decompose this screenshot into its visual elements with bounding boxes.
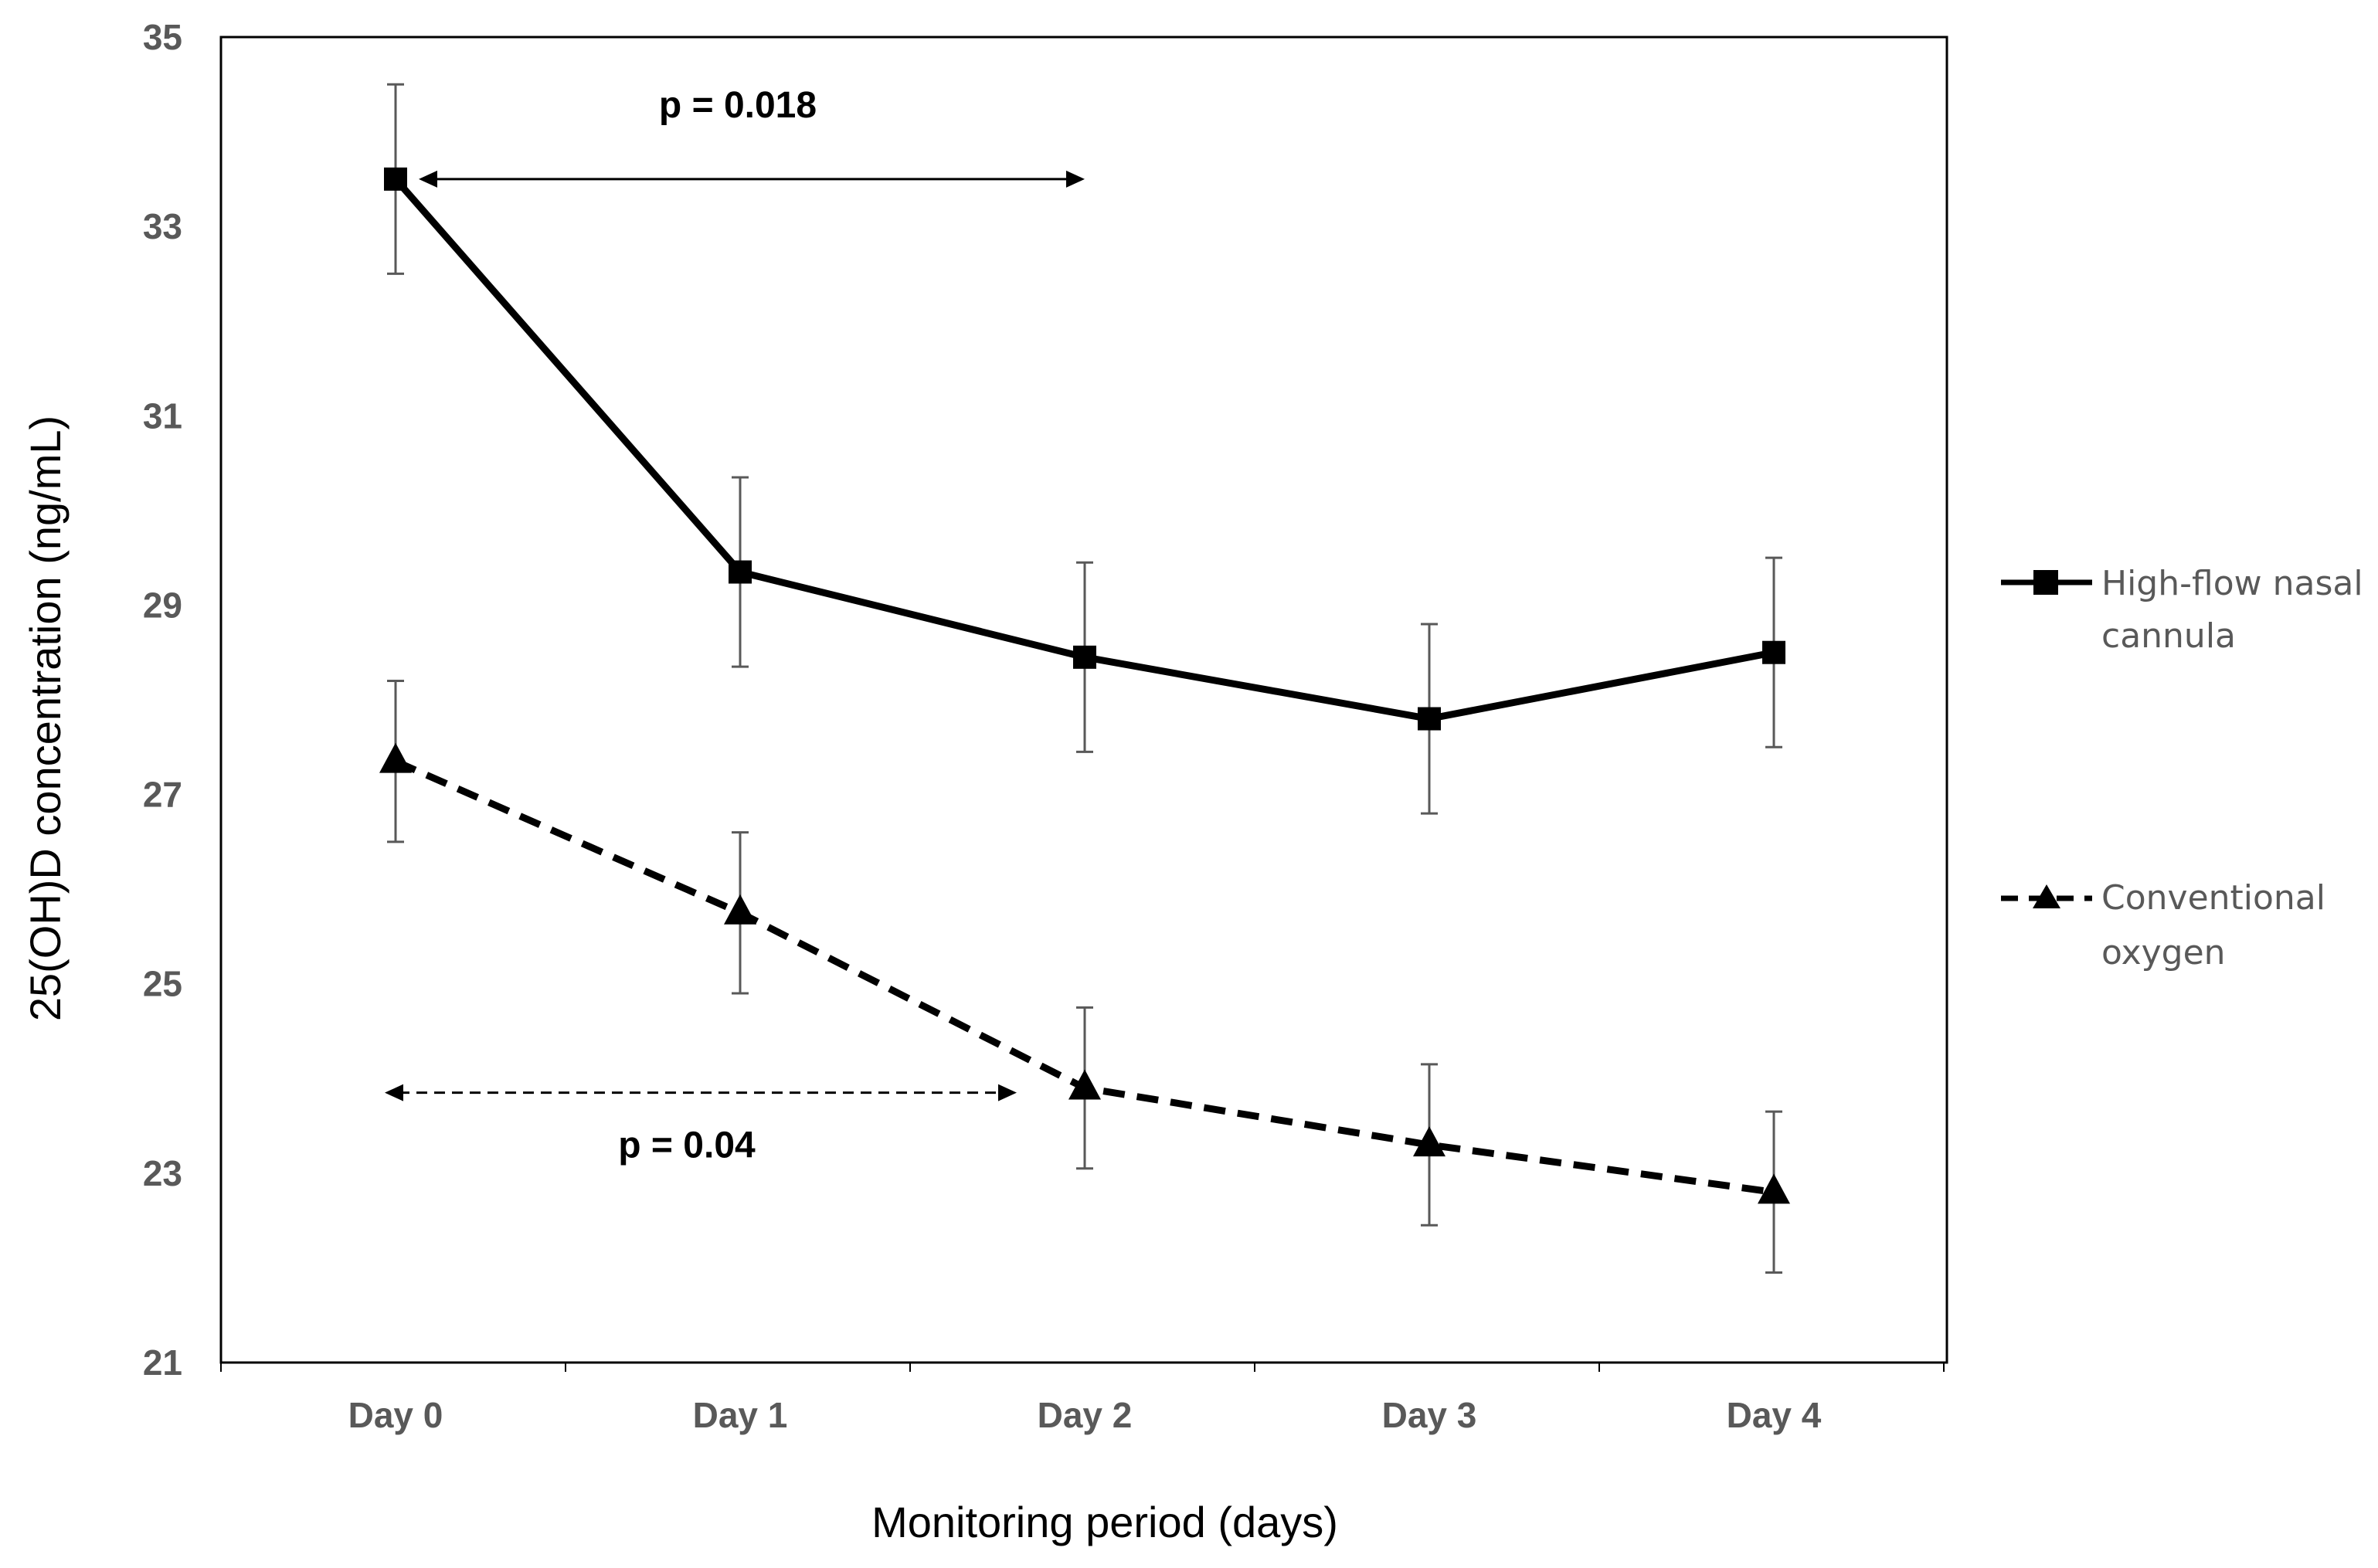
- data-point-high-flow: [729, 560, 752, 584]
- annotation-p-value: p = 0.018: [659, 85, 817, 126]
- y-tick-label: 21: [143, 1342, 182, 1383]
- legend-triangle-marker: [2033, 884, 2060, 908]
- x-tick-label: Day 1: [693, 1395, 788, 1435]
- data-point-high-flow: [1762, 640, 1785, 664]
- x-tick-label: Day 3: [1382, 1395, 1477, 1435]
- x-tick-label: Day 0: [348, 1395, 443, 1435]
- data-point-conventional: [379, 742, 412, 773]
- data-point-conventional: [1413, 1126, 1445, 1157]
- legend-label-high-flow-line1: High-flow nasal: [2101, 564, 2363, 603]
- x-axis-ticks: Day 0 Day 1 Day 2 Day 3 Day 4: [220, 1363, 1945, 1435]
- annotation-p-value: p = 0.04: [618, 1125, 756, 1166]
- legend-item-high-flow: High-flow nasal cannula: [2001, 564, 2363, 656]
- y-tick-label: 27: [143, 775, 182, 815]
- data-point-high-flow: [1073, 645, 1096, 669]
- data-point-conventional: [1068, 1069, 1101, 1100]
- series-markers: [379, 167, 1790, 1204]
- y-tick-label: 23: [143, 1153, 182, 1193]
- annotations: p = 0.018 p = 0.04: [385, 85, 1085, 1166]
- legend-item-conventional: Conventional oxygen: [2001, 878, 2325, 972]
- legend-label-high-flow-line2: cannula: [2101, 616, 2236, 656]
- legend-square-marker: [2033, 570, 2058, 595]
- data-point-conventional: [1758, 1173, 1790, 1204]
- data-point-conventional: [724, 894, 756, 925]
- annotation-arrowhead-left: [385, 1084, 403, 1101]
- x-tick-label: Day 2: [1038, 1395, 1133, 1435]
- y-axis-title: 25(OH)D concentration (ng/mL): [21, 416, 70, 1021]
- x-tick-label: Day 4: [1727, 1395, 1822, 1435]
- data-point-high-flow: [1418, 707, 1441, 731]
- annotation-arrowhead-left: [419, 170, 437, 188]
- legend-label-conventional-line2: oxygen: [2101, 933, 2226, 972]
- data-point-high-flow: [384, 167, 407, 191]
- y-axis-ticks: 21 23 25 27 29 31 33 35: [143, 17, 182, 1383]
- y-tick-label: 31: [143, 395, 182, 436]
- y-tick-label: 29: [143, 585, 182, 625]
- y-tick-label: 25: [143, 964, 182, 1004]
- annotation-arrowhead-right: [998, 1084, 1017, 1101]
- y-tick-label: 33: [143, 206, 182, 246]
- annotation-arrowhead-right: [1066, 170, 1085, 188]
- x-axis-title: Monitoring period (days): [871, 1498, 1338, 1546]
- legend-label-conventional-line1: Conventional: [2101, 878, 2325, 918]
- legend: High-flow nasal cannula Conventional oxy…: [2001, 564, 2363, 972]
- y-tick-label: 35: [143, 17, 182, 57]
